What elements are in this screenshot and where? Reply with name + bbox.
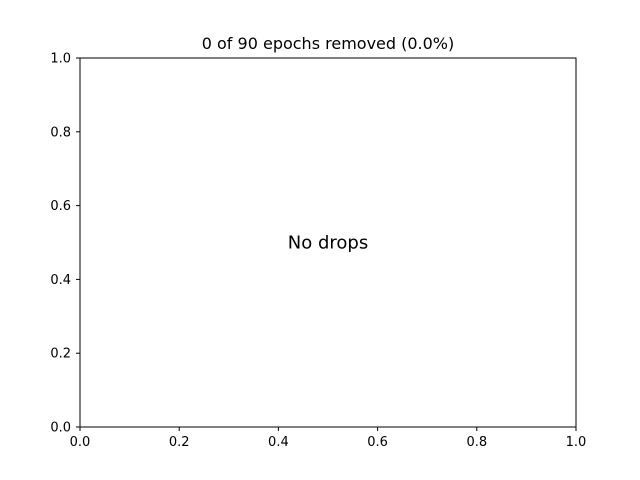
chart-title: 0 of 90 epochs removed (0.0%)	[202, 34, 455, 53]
y-tick-label: 0.0	[50, 421, 71, 436]
x-tick-label: 0.4	[268, 435, 289, 450]
plot-area	[79, 57, 577, 428]
x-tick-label: 0.8	[466, 435, 487, 450]
y-tick-label: 0.2	[50, 347, 71, 362]
y-tick-label: 0.8	[50, 125, 71, 140]
x-tick-label: 0.0	[70, 435, 91, 450]
x-tick-label: 0.2	[169, 435, 190, 450]
x-tick-label: 1.0	[566, 435, 587, 450]
y-tick-label: 0.4	[50, 273, 71, 288]
x-tick-label: 0.6	[367, 435, 388, 450]
y-axis: 0.0 0.2 0.4 0.6 0.8 1.0	[50, 52, 80, 436]
y-tick-label: 0.6	[50, 199, 71, 214]
no-drops-annotation: No drops	[288, 233, 368, 254]
x-axis: 0.0 0.2 0.4 0.6 0.8 1.0	[70, 427, 587, 450]
y-tick-label: 1.0	[50, 52, 71, 67]
